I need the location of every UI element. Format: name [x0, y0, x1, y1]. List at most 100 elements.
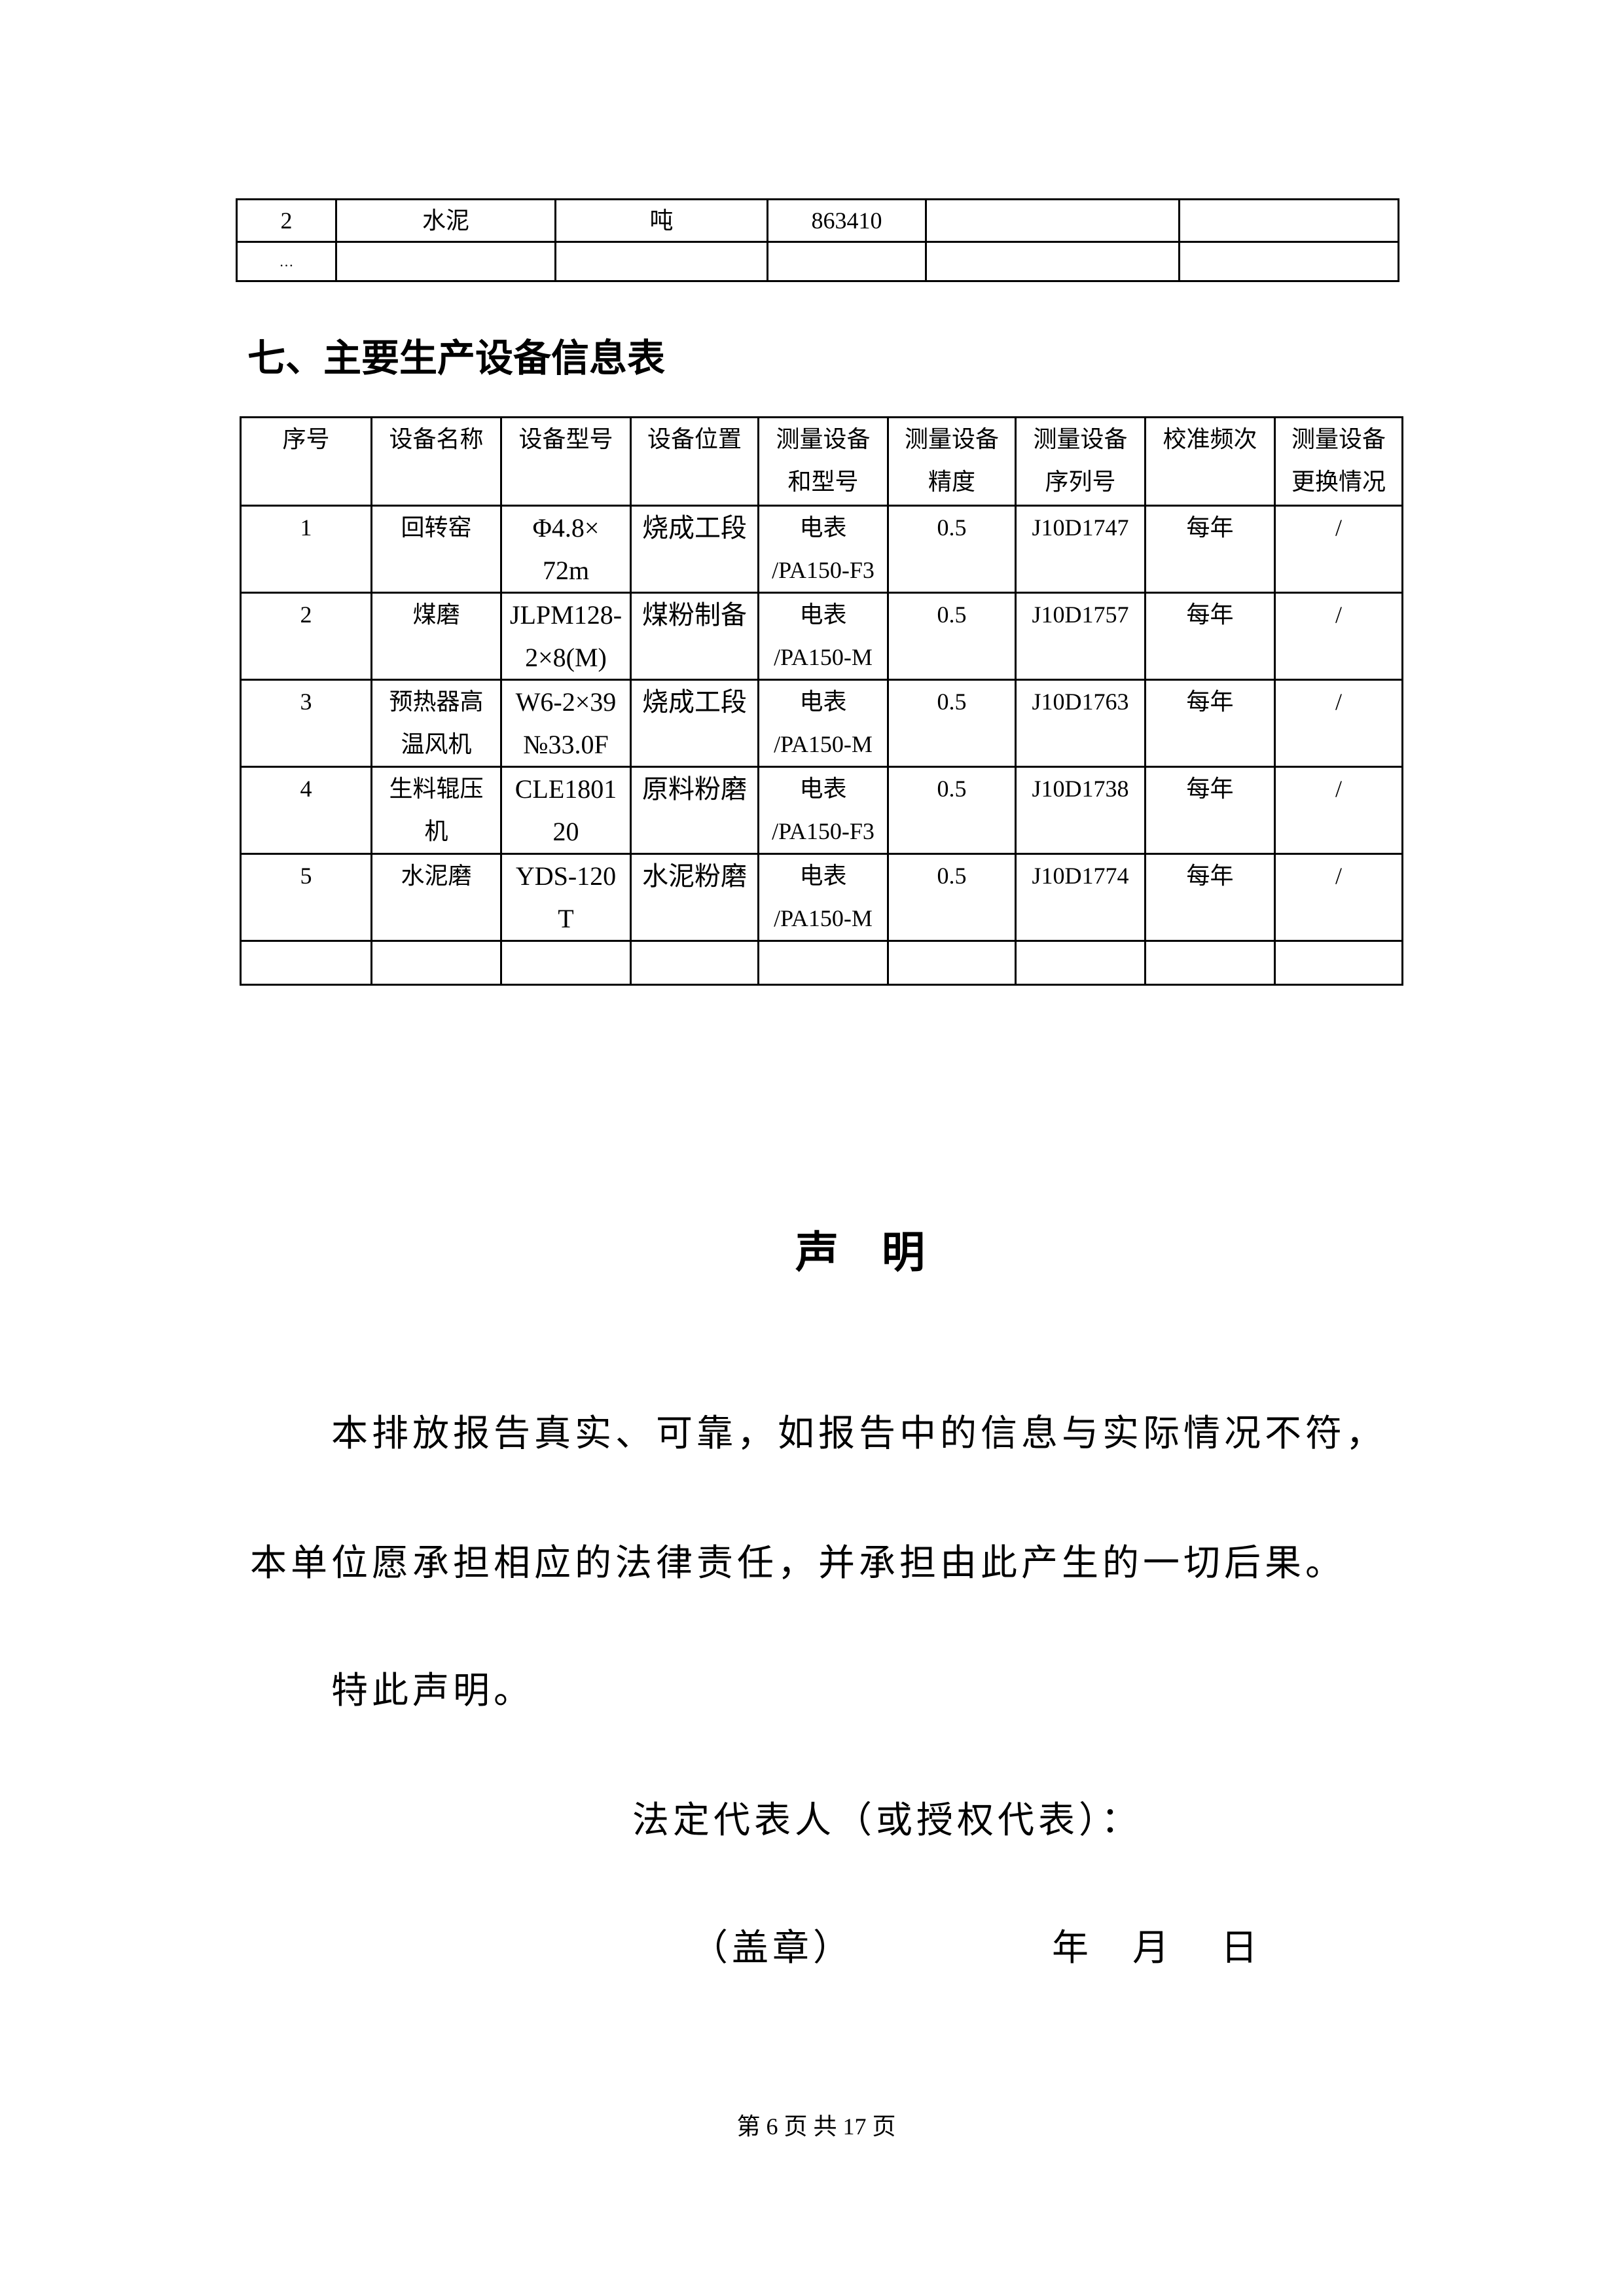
cell-line: 4	[300, 776, 312, 802]
table-cell: JLPM128- 2×8(M)	[500, 592, 632, 681]
day-label: 日	[1221, 1927, 1261, 1969]
cell-line: /	[1335, 863, 1342, 889]
table-cell: 每年	[1144, 505, 1276, 594]
cell-line: /	[1335, 514, 1342, 541]
cell-line: 测量设备	[904, 426, 999, 452]
cell-line: W6-2×39	[515, 687, 617, 717]
cell-line	[889, 636, 1015, 679]
cell-line: 2×8(M)	[525, 643, 607, 672]
table-cell: 2	[236, 198, 337, 243]
cell-line: J10D1757	[1032, 601, 1129, 628]
table-cell: 2	[240, 592, 372, 681]
cell-line	[1146, 461, 1274, 503]
cell-line: /	[1335, 689, 1342, 715]
table-cell: 水泥粉磨	[630, 853, 759, 942]
table-cell	[554, 241, 768, 282]
table-cell: 设备名称	[370, 416, 502, 507]
table-cell	[887, 940, 1017, 986]
cell-line	[889, 549, 1015, 592]
table-cell: 电表/PA150-F3	[757, 766, 889, 855]
table-cell: 1	[240, 505, 372, 594]
table-cell: 每年	[1144, 679, 1276, 768]
table-row: 5 水泥磨 YDS-120 T 水泥粉磨 电表/PA150-M 0.5 J10D1774 每年 /	[240, 853, 1403, 942]
cell-line	[242, 461, 370, 503]
cell-line: 设备型号	[518, 426, 613, 452]
cell-line: /PA150-M	[774, 644, 873, 670]
table-cell	[240, 940, 372, 986]
cell-line	[1276, 897, 1401, 940]
cell-line: J10D1763	[1032, 689, 1129, 715]
cell-line: 测量设备	[776, 426, 871, 452]
cell-line	[1276, 723, 1401, 766]
cell-line: 72m	[542, 556, 590, 585]
cell-line: 电表	[799, 601, 847, 628]
table-cell: 电表/PA150-M	[757, 853, 889, 942]
cell-line: /	[1335, 601, 1342, 628]
table-cell: 原料粉磨	[630, 766, 759, 855]
table-cell: 0.5	[887, 592, 1017, 681]
table-cell: 每年	[1144, 766, 1276, 855]
cell-line: №33.0F	[523, 730, 609, 759]
cell-line	[1146, 897, 1274, 940]
table-cell: 3	[240, 679, 372, 768]
cell-line: /PA150-F3	[772, 557, 875, 583]
table-cell: 水泥	[335, 198, 556, 243]
cell-line: 0.5	[937, 601, 967, 628]
table-cell	[370, 940, 502, 986]
table-cell	[1178, 198, 1399, 243]
cell-line: 0.5	[937, 689, 967, 715]
cell-line	[889, 810, 1015, 853]
table-cell: 电表/PA150-F3	[757, 505, 889, 594]
cell-line: 水泥磨	[401, 863, 472, 889]
table-cell: Φ4.8× 72m	[500, 505, 632, 594]
cell-line: 0.5	[937, 863, 967, 889]
cell-line: 3	[300, 689, 312, 715]
table-cell: J10D1757	[1015, 592, 1146, 681]
table-cell: J10D1763	[1015, 679, 1146, 768]
cell-line	[1017, 549, 1144, 592]
cell-line	[372, 461, 500, 503]
cell-line	[1276, 810, 1401, 853]
cell-line: 电表	[799, 863, 847, 889]
cell-line	[242, 723, 370, 766]
cell-line: 每年	[1186, 689, 1234, 715]
cell-line	[632, 549, 757, 592]
table-cell	[335, 241, 556, 282]
year-label: 年	[1052, 1927, 1092, 1969]
table-cell: 吨	[554, 198, 768, 243]
table-cell: 烧成工段	[630, 679, 759, 768]
cell-line	[372, 549, 500, 592]
cell-line: 水泥粉磨	[642, 861, 747, 891]
cell-line	[1146, 723, 1274, 766]
cell-line: J10D1738	[1032, 776, 1129, 802]
cell-line: 每年	[1186, 601, 1234, 628]
cell-line	[1146, 549, 1274, 592]
table-cell: 煤磨	[370, 592, 502, 681]
table-cell: 863410	[767, 198, 927, 243]
cell-line: 烧成工段	[642, 513, 747, 543]
cell-line: T	[558, 904, 574, 933]
table-cell: /	[1274, 766, 1403, 855]
cell-line: 电表	[799, 689, 847, 715]
cell-line	[1276, 636, 1401, 679]
table-cell: 烧成工段	[630, 505, 759, 594]
cell-line: Φ4.8×	[532, 513, 600, 543]
cell-line: 测量设备	[1291, 426, 1386, 452]
cell-line	[632, 897, 757, 940]
table-row: 1 回转窑 Φ4.8× 72m 烧成工段 电表/PA150-F3 0.5 J10D1747 每年…	[240, 505, 1403, 594]
table-cell: J10D1774	[1015, 853, 1146, 942]
cell-line	[632, 723, 757, 766]
table-cell: 水泥磨	[370, 853, 502, 942]
representative-label: 法定代表人（或授权代表）：	[632, 1799, 1142, 1842]
table-cell	[1274, 940, 1403, 986]
declaration-paragraph-1: 本排放报告真实、可靠，如报告中的信息与实际情况不符，	[331, 1412, 1386, 1455]
previous-table: 2 水泥吨 863410…	[236, 198, 1399, 282]
table-cell	[630, 940, 759, 986]
cell-line: 更换情况	[1291, 469, 1386, 495]
table-cell	[1178, 241, 1399, 282]
table-cell: J10D1747	[1015, 505, 1146, 594]
cell-line: 校准频次	[1163, 426, 1257, 452]
cell-line	[372, 636, 500, 679]
cell-line	[632, 461, 757, 503]
table-row	[240, 940, 1403, 986]
